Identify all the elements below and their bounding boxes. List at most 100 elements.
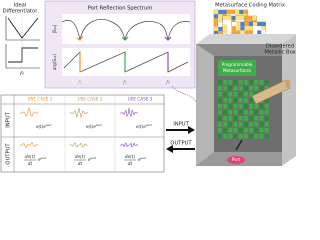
row-label: INPUT — [6, 111, 12, 127]
metasurface-tile — [254, 86, 259, 91]
metasurface-tile — [228, 104, 233, 109]
formula-numerator: de(t) — [125, 154, 135, 159]
matrix-cell — [214, 10, 219, 15]
formula-main: e — [88, 157, 91, 162]
formula-denominator: dt — [78, 161, 83, 166]
metasurface-tile — [233, 80, 238, 85]
metasurface-tile — [249, 92, 253, 97]
formula-numerator: de(t) — [75, 154, 85, 159]
metasurface-tile — [223, 128, 227, 133]
output-formula: ejω₃t — [138, 156, 147, 162]
metasurface-tile — [259, 104, 264, 109]
metasurface-tile — [228, 128, 233, 133]
metasurface-tile — [249, 80, 253, 85]
matrix-cell — [223, 16, 228, 21]
metasurface-tile — [254, 104, 259, 109]
matrix-cell — [231, 16, 236, 21]
use-case-table: INPUT OUTPUT USE CASE 1e(t)ejω₁tde(t)dte… — [0, 94, 165, 173]
matrix-cell — [257, 22, 262, 27]
metasurface-tile — [264, 98, 269, 103]
coding-matrix-title: Metasurface Coding Matrix — [215, 3, 285, 9]
metasurface-tile — [249, 122, 253, 127]
formula-main: e(t)e — [36, 124, 46, 129]
metasurface-tile — [244, 92, 248, 97]
formula-exponent: jω₃t — [139, 156, 147, 160]
metasurface-tile — [238, 134, 243, 139]
formula-exponent: jω₁t — [39, 156, 47, 160]
matrix-cell — [223, 20, 228, 25]
metasurface-tile — [264, 80, 269, 85]
input-waveform — [119, 107, 139, 118]
metasurface-tile — [259, 86, 264, 91]
matrix-cell — [239, 16, 244, 21]
metasurface-tile — [244, 104, 248, 109]
metasurface-tile — [233, 86, 238, 91]
axis-label: arg(S₁₁) — [52, 54, 57, 71]
metasurface-tile — [249, 128, 253, 133]
metasurface-tile — [244, 128, 248, 133]
metasurface-tile — [233, 116, 238, 121]
input-waveform — [19, 107, 39, 117]
metasurface-tile — [233, 134, 238, 139]
metasurface-tile — [238, 92, 243, 97]
formula-exponent: jω₁t — [45, 123, 53, 127]
differentiator-title: Ideal — [14, 3, 27, 9]
metasurface-tile — [264, 122, 269, 127]
metasurface-tile — [238, 80, 243, 85]
frequency-label: f₀ — [19, 71, 24, 77]
metasurface-tile — [249, 110, 253, 115]
matrix-cell — [218, 22, 223, 27]
metasurface-tile — [223, 134, 227, 139]
output-formula: ejω₂t — [88, 156, 97, 162]
differentiator-title: Differentiator — [3, 9, 39, 15]
matrix-cell — [236, 22, 241, 27]
matrix-cell — [232, 30, 237, 35]
output-waveform — [69, 142, 89, 148]
matrix-cell — [232, 22, 237, 27]
matrix-cell — [218, 18, 223, 23]
matrix-cell — [214, 31, 219, 36]
metasurfaces — [218, 80, 269, 139]
metasurface-tile — [244, 110, 248, 115]
row-label: OUTPUT — [6, 143, 12, 165]
metasurface-tile — [264, 86, 269, 91]
formula-denominator: dt — [28, 161, 33, 166]
column-header: USE CASE 3 — [128, 97, 153, 102]
metasurface-tile — [259, 134, 264, 139]
matrix-cell — [253, 22, 258, 27]
matrix-cell — [253, 26, 258, 31]
metasurface-tile — [259, 80, 264, 85]
metasurface-tile — [264, 134, 269, 139]
metasurface-tile — [244, 86, 248, 91]
matrix-cell — [235, 16, 240, 21]
metasurface-tile — [238, 128, 243, 133]
metasurface-tile — [228, 86, 233, 91]
metasurface-tile — [218, 86, 222, 91]
matrix-cell — [218, 31, 223, 36]
matrix-cell — [261, 26, 266, 31]
metasurface-tile — [244, 116, 248, 121]
metasurface-tile — [228, 110, 233, 115]
matrix-cell — [218, 10, 223, 15]
metasurface-tile — [249, 86, 253, 91]
metasurface-tile — [244, 122, 248, 127]
matrix-cell — [226, 10, 231, 15]
magnitude-curve — [7, 17, 39, 39]
differentiator-panel: Ideal Differentiator f₀ — [3, 3, 40, 77]
frequency-label: f₃ — [165, 80, 170, 86]
matrix-cell — [244, 30, 249, 35]
metasurface-tile — [223, 86, 227, 91]
matrix-cell — [214, 18, 219, 23]
input-formula: e(t)ejω₁t — [36, 123, 53, 129]
matrix-cell — [244, 16, 249, 21]
metasurface-tile — [238, 98, 243, 103]
output-waveform — [119, 142, 139, 148]
metasurface-label: Metasurfaces — [223, 68, 251, 73]
metasurface-tile — [244, 134, 248, 139]
metasurface-tile — [233, 122, 238, 127]
metasurface-tile — [259, 122, 264, 127]
formula-main: e — [138, 157, 141, 162]
axes — [5, 16, 40, 69]
matrix-cell — [240, 30, 245, 35]
formula-main: e(t)e — [86, 124, 96, 129]
